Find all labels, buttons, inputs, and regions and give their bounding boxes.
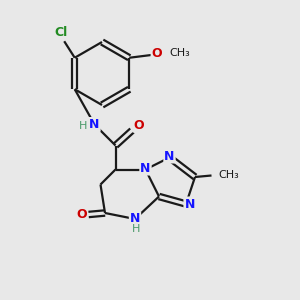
Text: N: N	[89, 118, 100, 131]
Text: CH₃: CH₃	[169, 48, 190, 58]
Text: H: H	[79, 121, 87, 131]
Text: N: N	[184, 197, 195, 211]
Text: N: N	[164, 149, 175, 163]
Text: CH₃: CH₃	[218, 170, 239, 181]
Text: H: H	[131, 224, 140, 235]
Text: Cl: Cl	[54, 26, 67, 39]
Text: N: N	[130, 212, 140, 226]
Text: O: O	[133, 118, 144, 132]
Text: O: O	[152, 47, 162, 60]
Text: N: N	[140, 161, 151, 175]
Text: O: O	[76, 208, 87, 221]
